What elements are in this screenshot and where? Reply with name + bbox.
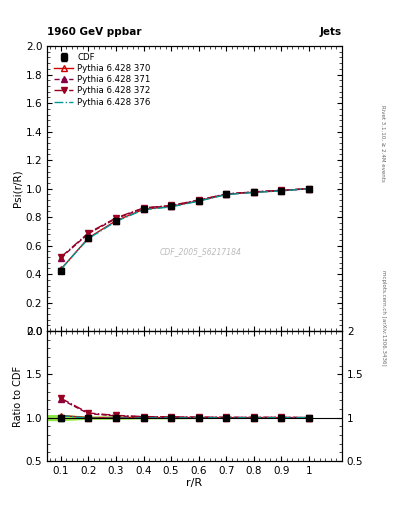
Pythia 6.428 371 [307, 185, 311, 191]
Pythia 6.428 370 [141, 206, 146, 212]
Y-axis label: Psi(r/R): Psi(r/R) [13, 170, 23, 207]
Pythia 6.428 376 [279, 188, 284, 194]
Pythia 6.428 372 [141, 205, 146, 211]
Pythia 6.428 371 [279, 187, 284, 194]
Line: Pythia 6.428 372: Pythia 6.428 372 [58, 186, 312, 260]
Line: Pythia 6.428 371: Pythia 6.428 371 [58, 186, 312, 261]
X-axis label: r/R: r/R [186, 478, 203, 488]
Pythia 6.428 372 [86, 230, 91, 236]
Y-axis label: Ratio to CDF: Ratio to CDF [13, 366, 23, 426]
Line: Pythia 6.428 376: Pythia 6.428 376 [61, 188, 309, 269]
Text: mcplots.cern.ch [arXiv:1306.3436]: mcplots.cern.ch [arXiv:1306.3436] [381, 270, 386, 365]
Pythia 6.428 372 [279, 187, 284, 194]
Pythia 6.428 370 [114, 218, 118, 224]
Pythia 6.428 376 [307, 185, 311, 191]
Pythia 6.428 372 [252, 189, 256, 195]
Pythia 6.428 371 [252, 189, 256, 195]
Pythia 6.428 370 [86, 234, 91, 241]
Pythia 6.428 372 [307, 185, 311, 191]
Pythia 6.428 370 [307, 185, 311, 191]
Pythia 6.428 371 [59, 254, 63, 261]
Pythia 6.428 370 [59, 266, 63, 272]
Legend: CDF, Pythia 6.428 370, Pythia 6.428 371, Pythia 6.428 372, Pythia 6.428 376: CDF, Pythia 6.428 370, Pythia 6.428 371,… [51, 50, 153, 109]
Pythia 6.428 370 [169, 203, 173, 209]
Text: CDF_2005_S6217184: CDF_2005_S6217184 [160, 247, 241, 256]
Pythia 6.428 370 [196, 198, 201, 204]
Pythia 6.428 371 [86, 230, 91, 237]
Pythia 6.428 371 [114, 216, 118, 222]
Text: Jets: Jets [320, 27, 342, 37]
Pythia 6.428 376 [114, 218, 118, 224]
Pythia 6.428 376 [252, 189, 256, 196]
Pythia 6.428 372 [224, 191, 229, 197]
Pythia 6.428 372 [196, 197, 201, 203]
Text: 1960 GeV ppbar: 1960 GeV ppbar [47, 27, 141, 37]
Pythia 6.428 371 [169, 203, 173, 209]
Pythia 6.428 376 [224, 191, 229, 198]
Pythia 6.428 370 [279, 188, 284, 194]
Pythia 6.428 370 [252, 189, 256, 195]
Pythia 6.428 376 [59, 266, 63, 272]
Pythia 6.428 372 [114, 215, 118, 221]
Pythia 6.428 376 [196, 198, 201, 204]
Pythia 6.428 376 [169, 204, 173, 210]
Text: Rivet 3.1.10, ≥ 2.4M events: Rivet 3.1.10, ≥ 2.4M events [381, 105, 386, 182]
Pythia 6.428 372 [169, 202, 173, 208]
Pythia 6.428 371 [141, 205, 146, 211]
Pythia 6.428 376 [141, 207, 146, 213]
Pythia 6.428 376 [86, 236, 91, 242]
Line: Pythia 6.428 370: Pythia 6.428 370 [58, 186, 312, 272]
Pythia 6.428 372 [59, 254, 63, 260]
Pythia 6.428 371 [196, 197, 201, 203]
Pythia 6.428 370 [224, 191, 229, 198]
Pythia 6.428 371 [224, 191, 229, 197]
